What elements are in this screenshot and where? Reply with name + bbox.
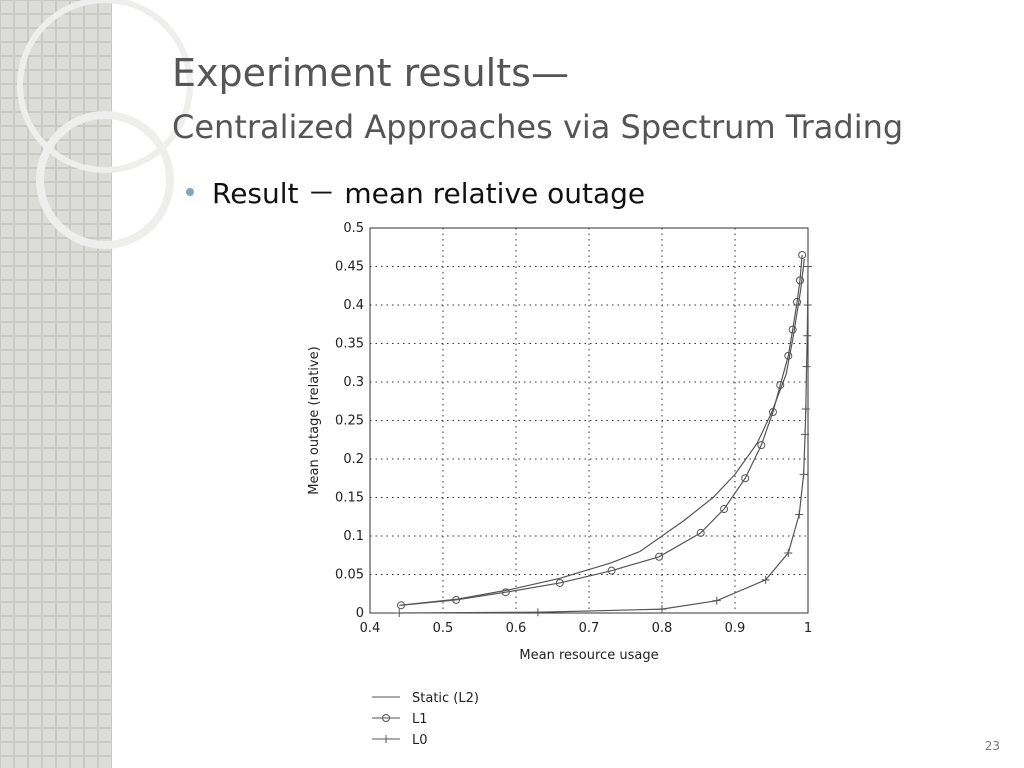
circle-marker	[655, 552, 664, 561]
x-tick-label: 0.9	[725, 621, 746, 636]
y-tick-label: 0.1	[343, 529, 364, 544]
circle-marker	[555, 578, 564, 587]
circle-marker	[501, 588, 510, 597]
y-tick-label: 0.05	[335, 568, 364, 583]
y-tick-label: 0.5	[343, 221, 364, 236]
slide-title: Experiment results—	[172, 51, 569, 95]
plus-marker	[799, 470, 808, 479]
y-tick-label: 0.2	[343, 452, 364, 467]
circle-marker	[793, 297, 802, 306]
plus-marker	[795, 510, 804, 519]
circle-marker	[788, 325, 797, 334]
circle-marker	[768, 408, 777, 417]
legend-label: L1	[412, 712, 428, 727]
plus-marker	[395, 609, 404, 617]
plus-marker	[658, 605, 666, 614]
y-tick-label: 0.45	[335, 260, 364, 275]
legend-label: Static (L2)	[412, 691, 479, 706]
series-line	[399, 258, 805, 606]
page-number: 23	[985, 739, 1000, 753]
plus-marker	[802, 362, 811, 371]
x-axis-label: Mean resource usage	[519, 648, 658, 663]
circle-marker	[607, 566, 616, 575]
circle-marker	[757, 441, 766, 450]
plus-marker	[382, 735, 390, 743]
circle-marker	[784, 351, 793, 360]
plus-marker	[801, 430, 810, 439]
bullet-text: Result － mean relative outage	[212, 177, 645, 210]
y-tick-label: 0.4	[343, 298, 364, 313]
deco-circle	[36, 111, 174, 249]
plus-marker	[712, 596, 721, 605]
y-tick-label: 0.3	[343, 375, 364, 390]
circle-marker	[795, 276, 804, 285]
circle-marker	[452, 595, 461, 604]
circle-marker	[382, 714, 390, 722]
circle-marker	[798, 250, 807, 259]
bullet-dot	[186, 188, 194, 196]
plus-marker	[761, 575, 770, 584]
plus-marker	[784, 548, 793, 557]
plus-marker	[804, 262, 812, 271]
plus-marker	[533, 608, 542, 617]
circle-marker	[720, 505, 729, 514]
plus-marker	[803, 301, 812, 309]
series-line	[399, 266, 809, 614]
side-strip	[0, 0, 112, 768]
x-tick-label: 0.7	[579, 621, 600, 636]
legend-label: L0	[412, 733, 428, 748]
series-line	[400, 254, 803, 606]
circle-marker	[776, 381, 785, 390]
x-tick-label: 0.5	[433, 621, 454, 636]
x-tick-label: 0.4	[360, 621, 381, 636]
circle-marker	[741, 474, 750, 483]
y-axis-label: Mean outage (relative)	[307, 346, 322, 494]
y-tick-label: 0.15	[335, 491, 364, 506]
circle-marker	[397, 601, 406, 610]
x-tick-label: 0.8	[652, 621, 673, 636]
y-tick-label: 0.35	[335, 337, 364, 352]
x-tick-label: 1	[804, 621, 812, 636]
slide-subtitle: Centralized Approaches via Spectrum Trad…	[172, 108, 903, 146]
circle-marker	[696, 528, 705, 537]
chart: 0.4 0.5 0.6 0.7 0.8 0.9 1 0 0.05 0.1 0.15 0.2 0.25 0.…	[307, 221, 812, 748]
x-tick-label: 0.6	[506, 621, 527, 636]
y-tick-label: 0	[356, 606, 364, 621]
plus-marker	[803, 331, 812, 340]
plus-marker	[801, 404, 810, 413]
y-tick-label: 0.25	[335, 414, 364, 429]
deco-circle	[17, 0, 193, 173]
